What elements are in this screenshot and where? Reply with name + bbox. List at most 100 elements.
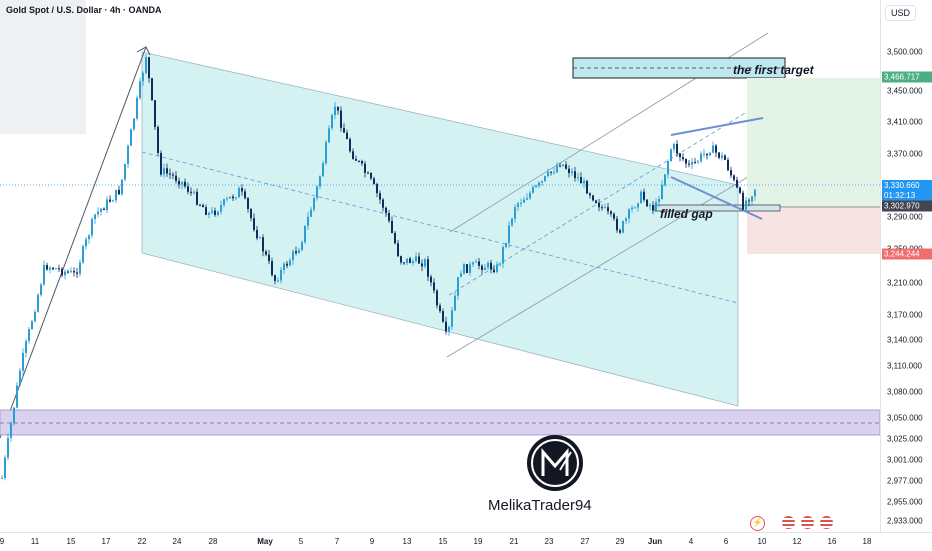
candle-body — [166, 168, 168, 174]
candle-body — [268, 254, 270, 262]
arrow-head — [136, 46, 151, 56]
candle-body — [460, 273, 462, 278]
price-chart[interactable] — [0, 0, 880, 532]
candle-body — [502, 246, 504, 264]
candle-body — [109, 199, 111, 202]
candle-body — [274, 275, 276, 281]
last-price-tag: 3,330.660 01:32:13 — [882, 180, 932, 202]
chart-area[interactable]: Gold Spot / U.S. Dollar · 4h · OANDA — [0, 0, 880, 532]
candle-body — [325, 142, 327, 164]
candle-body — [184, 181, 186, 187]
candle-body — [628, 209, 630, 219]
candle-body — [625, 218, 627, 221]
candle-body — [82, 246, 84, 263]
price-label: 3,080.000 — [887, 387, 923, 397]
candle-body — [535, 185, 537, 188]
candle-body — [592, 195, 594, 201]
candle-body — [745, 200, 747, 210]
candle-body — [37, 294, 39, 312]
candle-body — [289, 260, 291, 266]
candle-body — [283, 263, 285, 270]
price-scale[interactable]: USD 3,500.000 3,450.000 3,410.000 3,370.… — [880, 0, 932, 532]
time-label: 28 — [208, 537, 218, 546]
candle-body — [232, 196, 234, 199]
candle-body — [172, 174, 174, 176]
candle-body — [478, 261, 480, 266]
target-price-tag: 3,466.717 — [882, 71, 932, 83]
time-label: 16 — [827, 537, 837, 546]
candle-body — [631, 207, 633, 210]
last-price-value: 3,330.660 — [884, 181, 920, 190]
candle-body — [520, 202, 522, 204]
time-label: 9 — [0, 537, 5, 546]
time-label: 15 — [66, 537, 76, 546]
candle-body — [514, 207, 516, 219]
candle-body — [730, 170, 732, 176]
time-label: 9 — [369, 537, 375, 546]
candle-body — [565, 164, 567, 169]
candle-body — [436, 290, 438, 306]
price-label: 3,140.000 — [887, 335, 923, 345]
candle-body — [7, 437, 9, 458]
candle-body — [208, 212, 210, 215]
candle-body — [664, 174, 666, 186]
price-label: 3,450.000 — [887, 86, 923, 96]
candle-body — [202, 205, 204, 208]
flash-event-icon[interactable]: ⚡ — [750, 516, 765, 531]
chart-title: Gold Spot / U.S. Dollar · 4h · OANDA — [6, 5, 162, 15]
candle-body — [529, 192, 531, 199]
candle-body — [685, 159, 687, 164]
candle-body — [310, 209, 312, 217]
candle-body — [229, 196, 231, 199]
candle-body — [706, 153, 708, 156]
candle-body — [496, 264, 498, 273]
candle-body — [193, 191, 195, 193]
us-flag-icon[interactable] — [801, 516, 814, 529]
candle-body — [553, 172, 555, 174]
candle-body — [736, 179, 738, 188]
candle-body — [64, 271, 66, 276]
candle-body — [364, 163, 366, 173]
candle-body — [55, 268, 57, 270]
currency-button[interactable]: USD — [885, 5, 917, 21]
candle-body — [676, 143, 678, 154]
price-label: 2,955.000 — [887, 497, 923, 507]
candle-body — [352, 151, 354, 159]
time-scale[interactable]: 9 11 15 17 22 24 28 May 5 7 9 13 15 19 2… — [0, 532, 932, 551]
candle-body — [76, 272, 78, 274]
flag-lower-line — [670, 176, 763, 220]
candle-body — [112, 200, 114, 202]
us-flag-icon[interactable] — [820, 516, 833, 529]
candle-body — [334, 106, 336, 116]
candle-body — [661, 185, 663, 200]
support-zone — [0, 409, 880, 436]
filled-gap-label: filled gap — [660, 207, 713, 221]
candle-body — [85, 239, 87, 247]
candle-body — [217, 211, 219, 215]
candle-body — [688, 163, 690, 165]
candle-body — [103, 208, 105, 210]
price-label: 3,210.000 — [887, 278, 923, 288]
candle-body — [394, 232, 396, 244]
candle-body — [331, 115, 333, 129]
candle-body — [583, 180, 585, 184]
candle-body — [253, 218, 255, 230]
candle-body — [586, 180, 588, 194]
time-label: 22 — [137, 537, 147, 546]
candle-body — [322, 163, 324, 177]
candle-body — [361, 160, 363, 164]
us-flag-icon[interactable] — [782, 516, 795, 529]
candle-body — [106, 199, 108, 210]
time-label: 29 — [615, 537, 625, 546]
candle-body — [127, 145, 129, 164]
candle-body — [451, 310, 453, 327]
candle-body — [505, 242, 507, 247]
candle-body — [487, 262, 489, 268]
candle-body — [445, 321, 447, 332]
candle-body — [316, 186, 318, 198]
price-label: 3,001.000 — [887, 455, 923, 465]
candle-body — [403, 262, 405, 264]
candle-body — [697, 161, 699, 163]
candle-body — [259, 237, 261, 239]
candle-body — [163, 168, 165, 175]
